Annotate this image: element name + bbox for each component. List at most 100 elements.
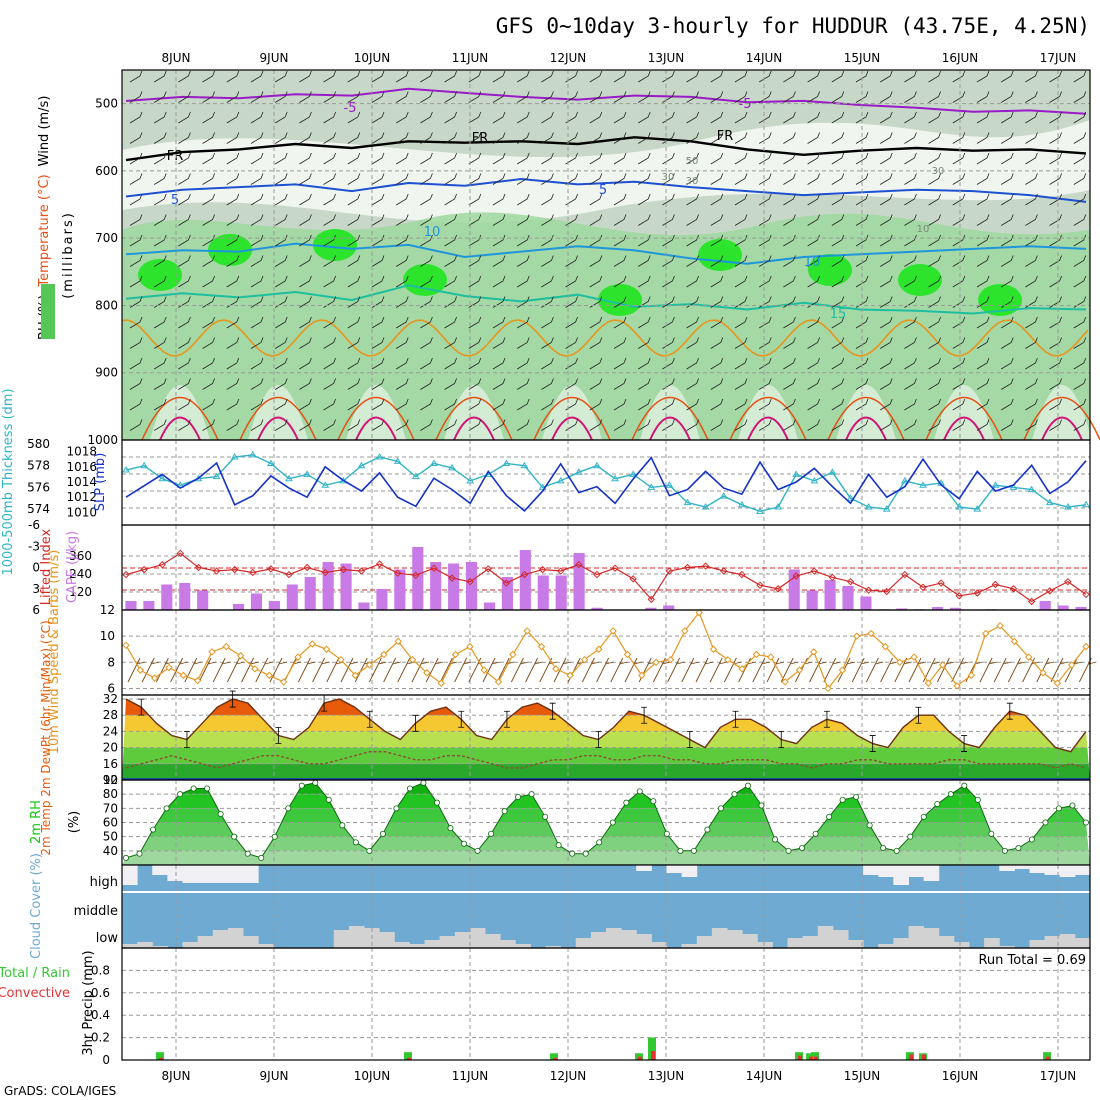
wind-speed-marker [408, 655, 417, 664]
profile-wind-barb [274, 378, 288, 390]
profile-wind-barb [928, 132, 941, 144]
profile-wind-barb [420, 234, 433, 247]
profile-wind-barb [420, 70, 433, 83]
profile-wind-barb [783, 132, 796, 144]
wind-speed-line [125, 611, 1087, 690]
precip-total-bar [811, 1052, 819, 1060]
profile-wind-barb [1073, 398, 1087, 411]
profile-wind-barb [516, 378, 530, 390]
profile-wind-barb [904, 152, 917, 165]
profile-wind-barb [153, 398, 167, 411]
profile-wind-barb [153, 152, 167, 165]
rh-marker [785, 847, 792, 854]
profile-wind-barb [783, 296, 796, 308]
profile-wind-barb [371, 132, 385, 144]
profile-wind-barb [1049, 193, 1062, 206]
profile-wind-barb [468, 132, 482, 144]
isotherm-30-arc [943, 416, 985, 441]
profile-wind-barb [274, 173, 288, 185]
profile-wind-barb [299, 337, 312, 349]
profile-wind-barb [952, 152, 966, 165]
bottom-day-label: 8JUN [162, 1069, 191, 1083]
rh-marker [717, 805, 724, 812]
profile-wind-barb [807, 70, 820, 83]
lifted-index-marker [756, 581, 764, 589]
thickness-marker [683, 498, 692, 506]
profile-wind-barb [613, 132, 627, 144]
profile-wind-barb [1073, 173, 1087, 185]
wind-speed-marker [480, 666, 488, 674]
profile-wind-barb [637, 193, 651, 206]
profile-wind-barb [492, 275, 506, 288]
wind-speed-marker [494, 678, 503, 686]
profile-wind-barb [1049, 316, 1062, 329]
credit-text: GrADS: COLA/IGES [4, 1084, 116, 1098]
rh-band [122, 794, 1090, 809]
profile-wind-barb [226, 111, 240, 124]
profile-wind-barb [323, 193, 336, 206]
wind-speed-marker [881, 642, 890, 651]
profile-wind-barb [855, 378, 869, 390]
profile-wind-barb [710, 214, 724, 226]
cloud-high-bar [863, 865, 879, 875]
bottom-day-label: 15JUN [844, 1069, 881, 1083]
lifted-index-marker [212, 567, 221, 575]
profile-wind-barb [904, 193, 917, 206]
profile-wind-barb [202, 70, 215, 83]
thickness-marker [828, 468, 837, 475]
profile-wind-barb [444, 398, 457, 411]
isotherm-30-arc [453, 416, 495, 441]
wind-speed-marker [738, 665, 746, 673]
profile-wind-barb [613, 111, 627, 124]
profile-wind-barb [783, 378, 796, 390]
lifted-index-marker [720, 567, 728, 575]
thickness-marker [629, 470, 638, 477]
profile-wind-barb [250, 152, 264, 165]
profile-wind-barb [323, 214, 336, 226]
profile-wind-barb [250, 378, 264, 390]
wind-speed-marker [638, 671, 646, 680]
profile-wind-barb [952, 234, 966, 247]
cape-bar [645, 607, 657, 610]
profile-wind-barb [420, 152, 433, 165]
profile-wind-barb [516, 173, 530, 185]
profile-wind-barb [178, 357, 191, 370]
lifted-index-marker [647, 595, 655, 604]
profile-wind-barb [710, 357, 724, 370]
profile-wind-barb [444, 419, 457, 431]
dewpt-line [125, 751, 1087, 769]
cloud-low-bar [878, 944, 894, 948]
profile-wind-barb [831, 316, 845, 329]
profile-wind-barb [178, 419, 191, 431]
profile-wind-barb [516, 111, 530, 124]
profile-wind-barb [516, 234, 530, 247]
cape-bar [161, 584, 173, 610]
profile-wind-barb [613, 234, 627, 247]
top-day-label: 17JUN [1040, 51, 1077, 65]
profile-wind-barb [831, 234, 845, 247]
rh-band [122, 782, 1090, 795]
isotherm-30-arc [747, 416, 789, 441]
profile-wind-barb [637, 337, 651, 349]
profile-wind-barb [299, 193, 312, 206]
profile-wind-barb [879, 255, 893, 267]
profile-wind-barb [420, 316, 433, 329]
rh-marker [285, 805, 292, 812]
profile-wind-barb [347, 296, 361, 308]
top-day-label: 15JUN [844, 51, 881, 65]
profile-wind-barb [734, 378, 748, 390]
profile-wind-barb [323, 275, 336, 288]
profile-wind-barb [274, 132, 288, 144]
lifted-index-marker [122, 570, 130, 579]
thickness-marker [267, 459, 275, 467]
lifted-index-marker [611, 564, 619, 572]
profile-wind-barb [153, 255, 167, 267]
rh-diurnal-dry [150, 385, 210, 440]
profile-wind-barb [371, 378, 385, 390]
cloud-low-bar [243, 936, 259, 948]
profile-wind-barb [807, 173, 820, 185]
profile-wind-barb [855, 316, 869, 329]
profile-wind-barb [129, 378, 143, 390]
cloud-low-bar [1029, 940, 1046, 948]
